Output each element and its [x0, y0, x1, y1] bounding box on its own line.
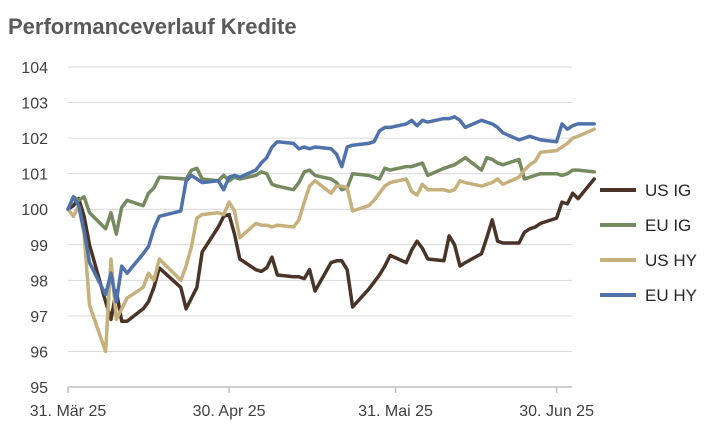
- series-line-us-hy: [66, 127, 596, 354]
- series-lines: [66, 115, 596, 354]
- x-axis: 31. Mär 25 30. Apr 25 31. Mai 25 30. Jun 25: [30, 386, 594, 420]
- y-tick-label: 96: [30, 344, 48, 361]
- series-line-eu-ig: [66, 155, 596, 236]
- y-tick-label: 99: [30, 238, 48, 255]
- y-tick-label: 102: [21, 131, 48, 148]
- x-tick-label: 31. Mai 25: [358, 403, 433, 420]
- y-tick-label: 101: [21, 167, 48, 184]
- y-tick-label: 104: [21, 60, 48, 77]
- chart-title: Performanceverlauf Kredite: [8, 14, 297, 39]
- y-tick-label: 98: [30, 273, 48, 290]
- series-line-eu-hy: [66, 115, 596, 304]
- gridlines: [68, 66, 572, 388]
- legend-label: EU HY: [645, 286, 697, 305]
- x-tick-label: 30. Jun 25: [519, 403, 594, 420]
- legend: US IG EU IG US HY EU HY: [600, 181, 697, 305]
- y-tick-label: 95: [30, 380, 48, 397]
- y-axis-ticks: 95 96 97 98 99 100 101 102 103 104: [21, 60, 48, 397]
- y-tick-label: 103: [21, 96, 48, 113]
- x-tick-label: 31. Mär 25: [30, 403, 107, 420]
- series-line-us-ig: [66, 177, 596, 323]
- x-tick-label: 30. Apr 25: [193, 403, 266, 420]
- legend-label: US HY: [645, 251, 697, 270]
- legend-label: US IG: [645, 181, 691, 200]
- y-tick-label: 97: [30, 309, 48, 326]
- y-tick-label: 100: [21, 202, 48, 219]
- legend-label: EU IG: [645, 216, 691, 235]
